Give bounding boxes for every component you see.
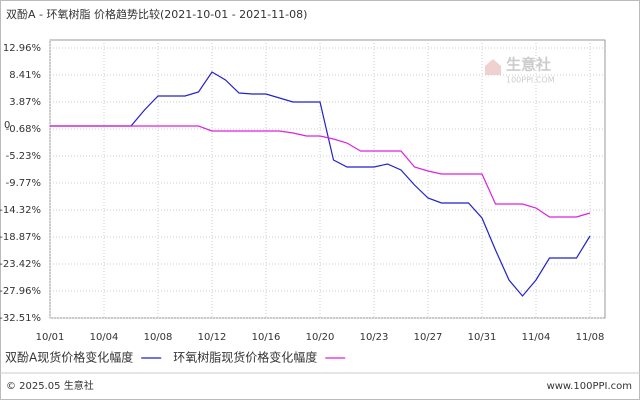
y-tick-label: -0.68%: [6, 124, 41, 135]
y-tick-label: -5.23%: [6, 151, 41, 162]
x-tick-label: 10/16: [252, 332, 281, 343]
series-line: [50, 125, 591, 218]
x-tick-label: 10/31: [468, 332, 497, 343]
y-tick-label: -9.77%: [6, 178, 41, 189]
legend-label: 双酚A现货价格变化幅度: [5, 350, 133, 365]
chart-title: 双酚A - 环氧树脂 价格趋势比较(2021-10-01 - 2021-11-0…: [6, 7, 307, 21]
y-tick-label: -23.42%: [0, 259, 41, 270]
y-tick-label: 8.41%: [9, 70, 41, 81]
y-tick-label: -27.96%: [0, 286, 41, 297]
x-tick-label: 10/27: [414, 332, 443, 343]
y-tick-label: 0: [4, 120, 10, 131]
x-tick-label: 10/08: [144, 332, 173, 343]
y-tick-label: -14.32%: [0, 205, 41, 216]
y-tick-label: 12.96%: [3, 43, 41, 54]
x-tick-label: 10/04: [90, 332, 119, 343]
x-tick-label: 10/12: [198, 332, 227, 343]
x-tick-label: 11/08: [576, 332, 605, 343]
x-tick-label: 10/20: [306, 332, 335, 343]
x-tick-label: 11/04: [522, 332, 551, 343]
x-tick-label: 10/23: [360, 332, 389, 343]
footer-copyright: © 2025.05 生意社: [6, 379, 94, 392]
watermark-logo: [485, 59, 501, 75]
watermark-name: 生意社: [506, 56, 551, 74]
footer-site: www.100PPI.com: [547, 381, 632, 392]
legend-label: 环氧树脂现货价格变化幅度: [173, 350, 317, 365]
watermark-site: 100PPI.COM: [506, 76, 555, 85]
x-tick-label: 10/01: [36, 332, 65, 343]
series-line: [50, 71, 591, 297]
y-tick-label: -18.87%: [0, 232, 41, 243]
y-tick-label: 3.87%: [9, 97, 41, 108]
y-tick-label: -32.51%: [0, 313, 41, 324]
